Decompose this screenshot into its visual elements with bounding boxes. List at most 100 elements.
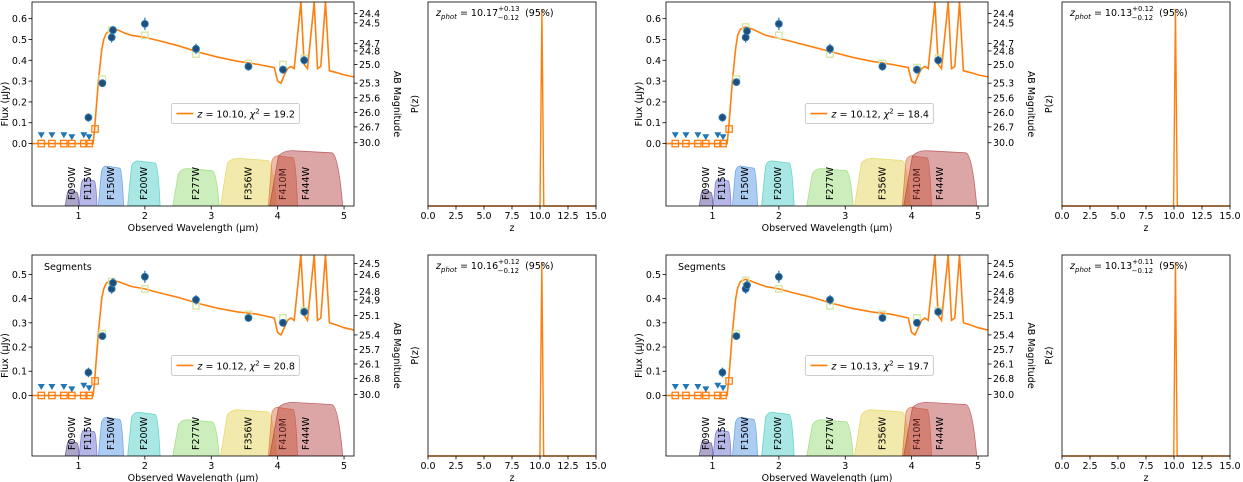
upper-limit-marker: [80, 132, 88, 139]
data-point: [109, 26, 117, 35]
panel-label: Segments: [44, 262, 92, 273]
filter-label: F410M: [278, 168, 289, 200]
zphot-annotation: zphot = 10.16+0.12 −0.12 (95%): [435, 258, 554, 275]
filter-curve-f356w: [220, 409, 277, 456]
y2-tick-label: 24.5: [359, 18, 380, 29]
x-tick-label: 15.0: [585, 461, 606, 472]
y-axis-label: P(z): [410, 95, 421, 113]
x-axis-label: Observed Wavelength (μm): [128, 223, 259, 234]
upper-limit-marker: [719, 134, 727, 141]
y2-tick-label: 24.7: [359, 39, 380, 50]
upper-limit-marker: [682, 132, 690, 139]
filter-label: F356W: [243, 416, 254, 450]
y2-tick-label: 25.6: [359, 93, 380, 104]
data-point: [279, 65, 287, 74]
data-point: [192, 44, 200, 53]
filter-curve-f277w: [806, 168, 854, 206]
filter-curve-f115w: [78, 429, 98, 456]
x-tick-label: 2: [142, 211, 148, 222]
axes-frame: [427, 254, 597, 457]
model-photometry-point: [91, 377, 99, 385]
legend-box: [804, 354, 934, 376]
y2-tick-label: 24.5: [993, 259, 1014, 270]
data-point: [98, 79, 107, 88]
x-tick-label: 1: [75, 461, 81, 472]
x-tick-label: 2.5: [1082, 461, 1097, 472]
filter-curve-f150w: [97, 416, 125, 456]
data-point: [913, 65, 921, 74]
model-sed-line: [666, 2, 988, 145]
pz-curve: [1062, 8, 1230, 207]
axes-frame: [427, 1, 597, 207]
y-axis-label: Flux (μJy): [0, 82, 11, 127]
filter-label: F410M: [912, 168, 923, 200]
model-photometry-point: [671, 391, 680, 400]
panel-label: Segments: [678, 262, 726, 273]
x-tick-label: 0.0: [420, 461, 435, 472]
data-point: [743, 27, 751, 36]
data-point: [244, 314, 253, 322]
filter-label: F090W: [67, 166, 78, 200]
filter-label: F150W: [740, 416, 751, 450]
y2-tick-label: 24.8: [359, 287, 380, 298]
y2-tick-label: 24.9: [359, 295, 380, 306]
data-point: [718, 368, 727, 377]
y2-tick-label: 24.6: [359, 270, 380, 281]
x-tick-label: 5.0: [476, 461, 491, 472]
axes-frame: [31, 1, 355, 207]
y-tick-label: 0.3: [646, 77, 661, 88]
x-tick-label: 5: [341, 211, 347, 222]
x-tick-label: 3: [208, 461, 214, 472]
y-tick-label: 0.6: [12, 14, 27, 25]
y-tick-label: 0.5: [646, 270, 661, 281]
model-photometry-point: [48, 391, 56, 400]
x-tick-label: 1: [709, 211, 715, 222]
y2-tick-label: 30.0: [993, 390, 1014, 401]
filter-curve-f356w: [854, 157, 911, 206]
x-tick-label: 7.5: [1138, 461, 1153, 472]
data-point: [741, 33, 750, 42]
zphot-annotation: zphot = 10.13+0.12 −0.12 (95%): [1069, 5, 1188, 22]
pz-curve: [428, 261, 596, 457]
y2-tick-label: 26.0: [993, 108, 1014, 119]
x-tick-label: 15.0: [1219, 461, 1240, 472]
x-tick-label: 7.5: [1138, 211, 1153, 222]
plot-area: F090W F115W F150W F200W F277W F356W F410M F444W: [666, 255, 988, 456]
upper-limit-marker: [719, 385, 727, 392]
legend-text: z = 10.12, χ2 = 18.4: [830, 108, 929, 121]
upper-limit-marker: [714, 382, 722, 389]
filter-curve-f277w: [172, 419, 220, 456]
x-tick-label: 7.5: [504, 461, 519, 472]
y-tick-label: 0.1: [12, 118, 27, 129]
data-point: [774, 272, 783, 281]
filter-curve-f115w: [712, 429, 732, 456]
upper-limit-marker: [60, 383, 68, 390]
upper-limit-marker: [714, 132, 722, 139]
filter-label: F277W: [825, 166, 836, 200]
data-point: [718, 113, 727, 122]
model-sed-line: [32, 255, 354, 397]
x-tick-label: 0.0: [1054, 211, 1069, 222]
data-point: [878, 62, 887, 71]
legend-text: z = 10.13, χ2 = 19.7: [830, 359, 929, 372]
y2-tick-label: 30.0: [993, 138, 1014, 149]
upper-limit-marker: [85, 134, 93, 141]
data-point: [300, 56, 309, 65]
y2-tick-label: 26.1: [993, 359, 1014, 370]
x-axis-label: Observed Wavelength (μm): [762, 473, 893, 482]
y-tick-label: 0.4: [12, 294, 27, 305]
y2-tick-label: 24.5: [993, 18, 1014, 29]
model-photometry-point: [85, 139, 93, 148]
x-tick-label: 0.0: [420, 211, 435, 222]
upper-limit-marker: [48, 132, 56, 139]
x-tick-label: 12.5: [557, 211, 578, 222]
data-point: [140, 19, 149, 28]
plot-area: F090W F115W F150W F200W F277W F356W F410M F444W: [32, 2, 354, 206]
y-tick-label: 0.2: [646, 97, 661, 108]
x-tick-label: 2: [776, 211, 782, 222]
filter-label: F356W: [877, 166, 888, 200]
filter-curve-f410m: [267, 406, 298, 456]
pz-panel-1: 0.0 2.5 5.0 7.5 10.0 12.5 15.0 z P(z) zphot = 10.…: [410, 1, 607, 234]
filter-curve-f150w: [731, 165, 759, 206]
